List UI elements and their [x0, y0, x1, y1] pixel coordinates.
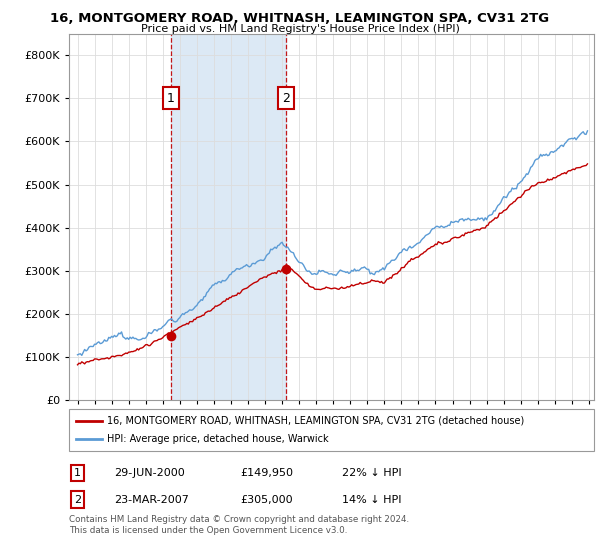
Text: 29-JUN-2000: 29-JUN-2000 — [114, 468, 185, 478]
Text: 23-MAR-2007: 23-MAR-2007 — [114, 494, 189, 505]
Bar — [171, 34, 286, 400]
Text: Contains HM Land Registry data © Crown copyright and database right 2024.
This d: Contains HM Land Registry data © Crown c… — [69, 515, 409, 535]
Text: £149,950: £149,950 — [240, 468, 293, 478]
Text: HPI: Average price, detached house, Warwick: HPI: Average price, detached house, Warw… — [107, 434, 328, 444]
Text: 2: 2 — [74, 494, 81, 505]
Text: £305,000: £305,000 — [240, 494, 293, 505]
Text: 16, MONTGOMERY ROAD, WHITNASH, LEAMINGTON SPA, CV31 2TG (detached house): 16, MONTGOMERY ROAD, WHITNASH, LEAMINGTO… — [107, 416, 524, 426]
Text: 14% ↓ HPI: 14% ↓ HPI — [342, 494, 401, 505]
Text: Price paid vs. HM Land Registry's House Price Index (HPI): Price paid vs. HM Land Registry's House … — [140, 24, 460, 34]
Text: 16, MONTGOMERY ROAD, WHITNASH, LEAMINGTON SPA, CV31 2TG: 16, MONTGOMERY ROAD, WHITNASH, LEAMINGTO… — [50, 12, 550, 25]
Text: 1: 1 — [74, 468, 81, 478]
Text: 1: 1 — [167, 92, 175, 105]
Text: 22% ↓ HPI: 22% ↓ HPI — [342, 468, 401, 478]
Text: 2: 2 — [282, 92, 290, 105]
